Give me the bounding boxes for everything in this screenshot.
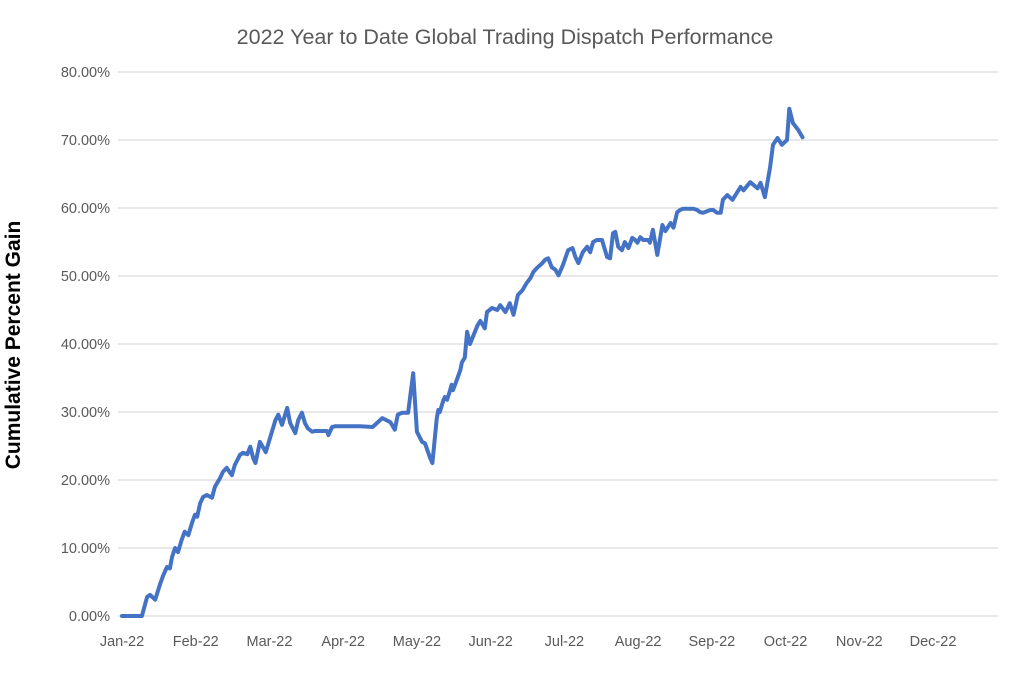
x-tick-label-Feb-22: Feb-22: [173, 634, 219, 650]
x-tick-label-Oct-22: Oct-22: [764, 634, 808, 650]
y-tick-label-70: 70.00%: [61, 133, 110, 149]
y-tick-label-40: 40.00%: [61, 337, 110, 353]
series-line-cumulative-percent-gain: [120, 106, 805, 618]
gridlines: [118, 71, 998, 617]
x-tick-label-Jan-22: Jan-22: [100, 634, 144, 650]
x-tick-label-Aug-22: Aug-22: [615, 634, 662, 650]
y-tick-label-50: 50.00%: [61, 269, 110, 285]
x-tick-label-Jul-22: Jul-22: [545, 634, 585, 650]
x-tick-label-Apr-22: Apr-22: [321, 634, 365, 650]
data-series: [120, 106, 805, 618]
y-axis-tick-labels: 0.00% 10.00% 20.00% 30.00% 40.00% 50.00% 60.00…: [61, 65, 110, 625]
x-tick-label-Jun-22: Jun-22: [468, 634, 512, 650]
y-axis-title: Cumulative Percent Gain: [2, 221, 25, 470]
y-tick-label-80: 80.00%: [61, 65, 110, 81]
y-tick-label-10: 10.00%: [61, 541, 110, 557]
y-tick-label-30: 30.00%: [61, 405, 110, 421]
chart-title: 2022 Year to Date Global Trading Dispatc…: [237, 25, 774, 49]
x-tick-label-Nov-22: Nov-22: [836, 634, 883, 650]
y-tick-label-60: 60.00%: [61, 201, 110, 217]
x-tick-label-Dec-22: Dec-22: [910, 634, 957, 650]
y-tick-label-0: 0.00%: [69, 609, 110, 625]
x-axis-tick-labels: Jan-22 Feb-22 Mar-22 Apr-22 May-22 Jun-22 Jul-…: [100, 634, 957, 650]
x-tick-label-Mar-22: Mar-22: [246, 634, 292, 650]
x-tick-label-May-22: May-22: [393, 634, 441, 650]
x-tick-label-Sep-22: Sep-22: [688, 634, 735, 650]
y-tick-label-20: 20.00%: [61, 473, 110, 489]
